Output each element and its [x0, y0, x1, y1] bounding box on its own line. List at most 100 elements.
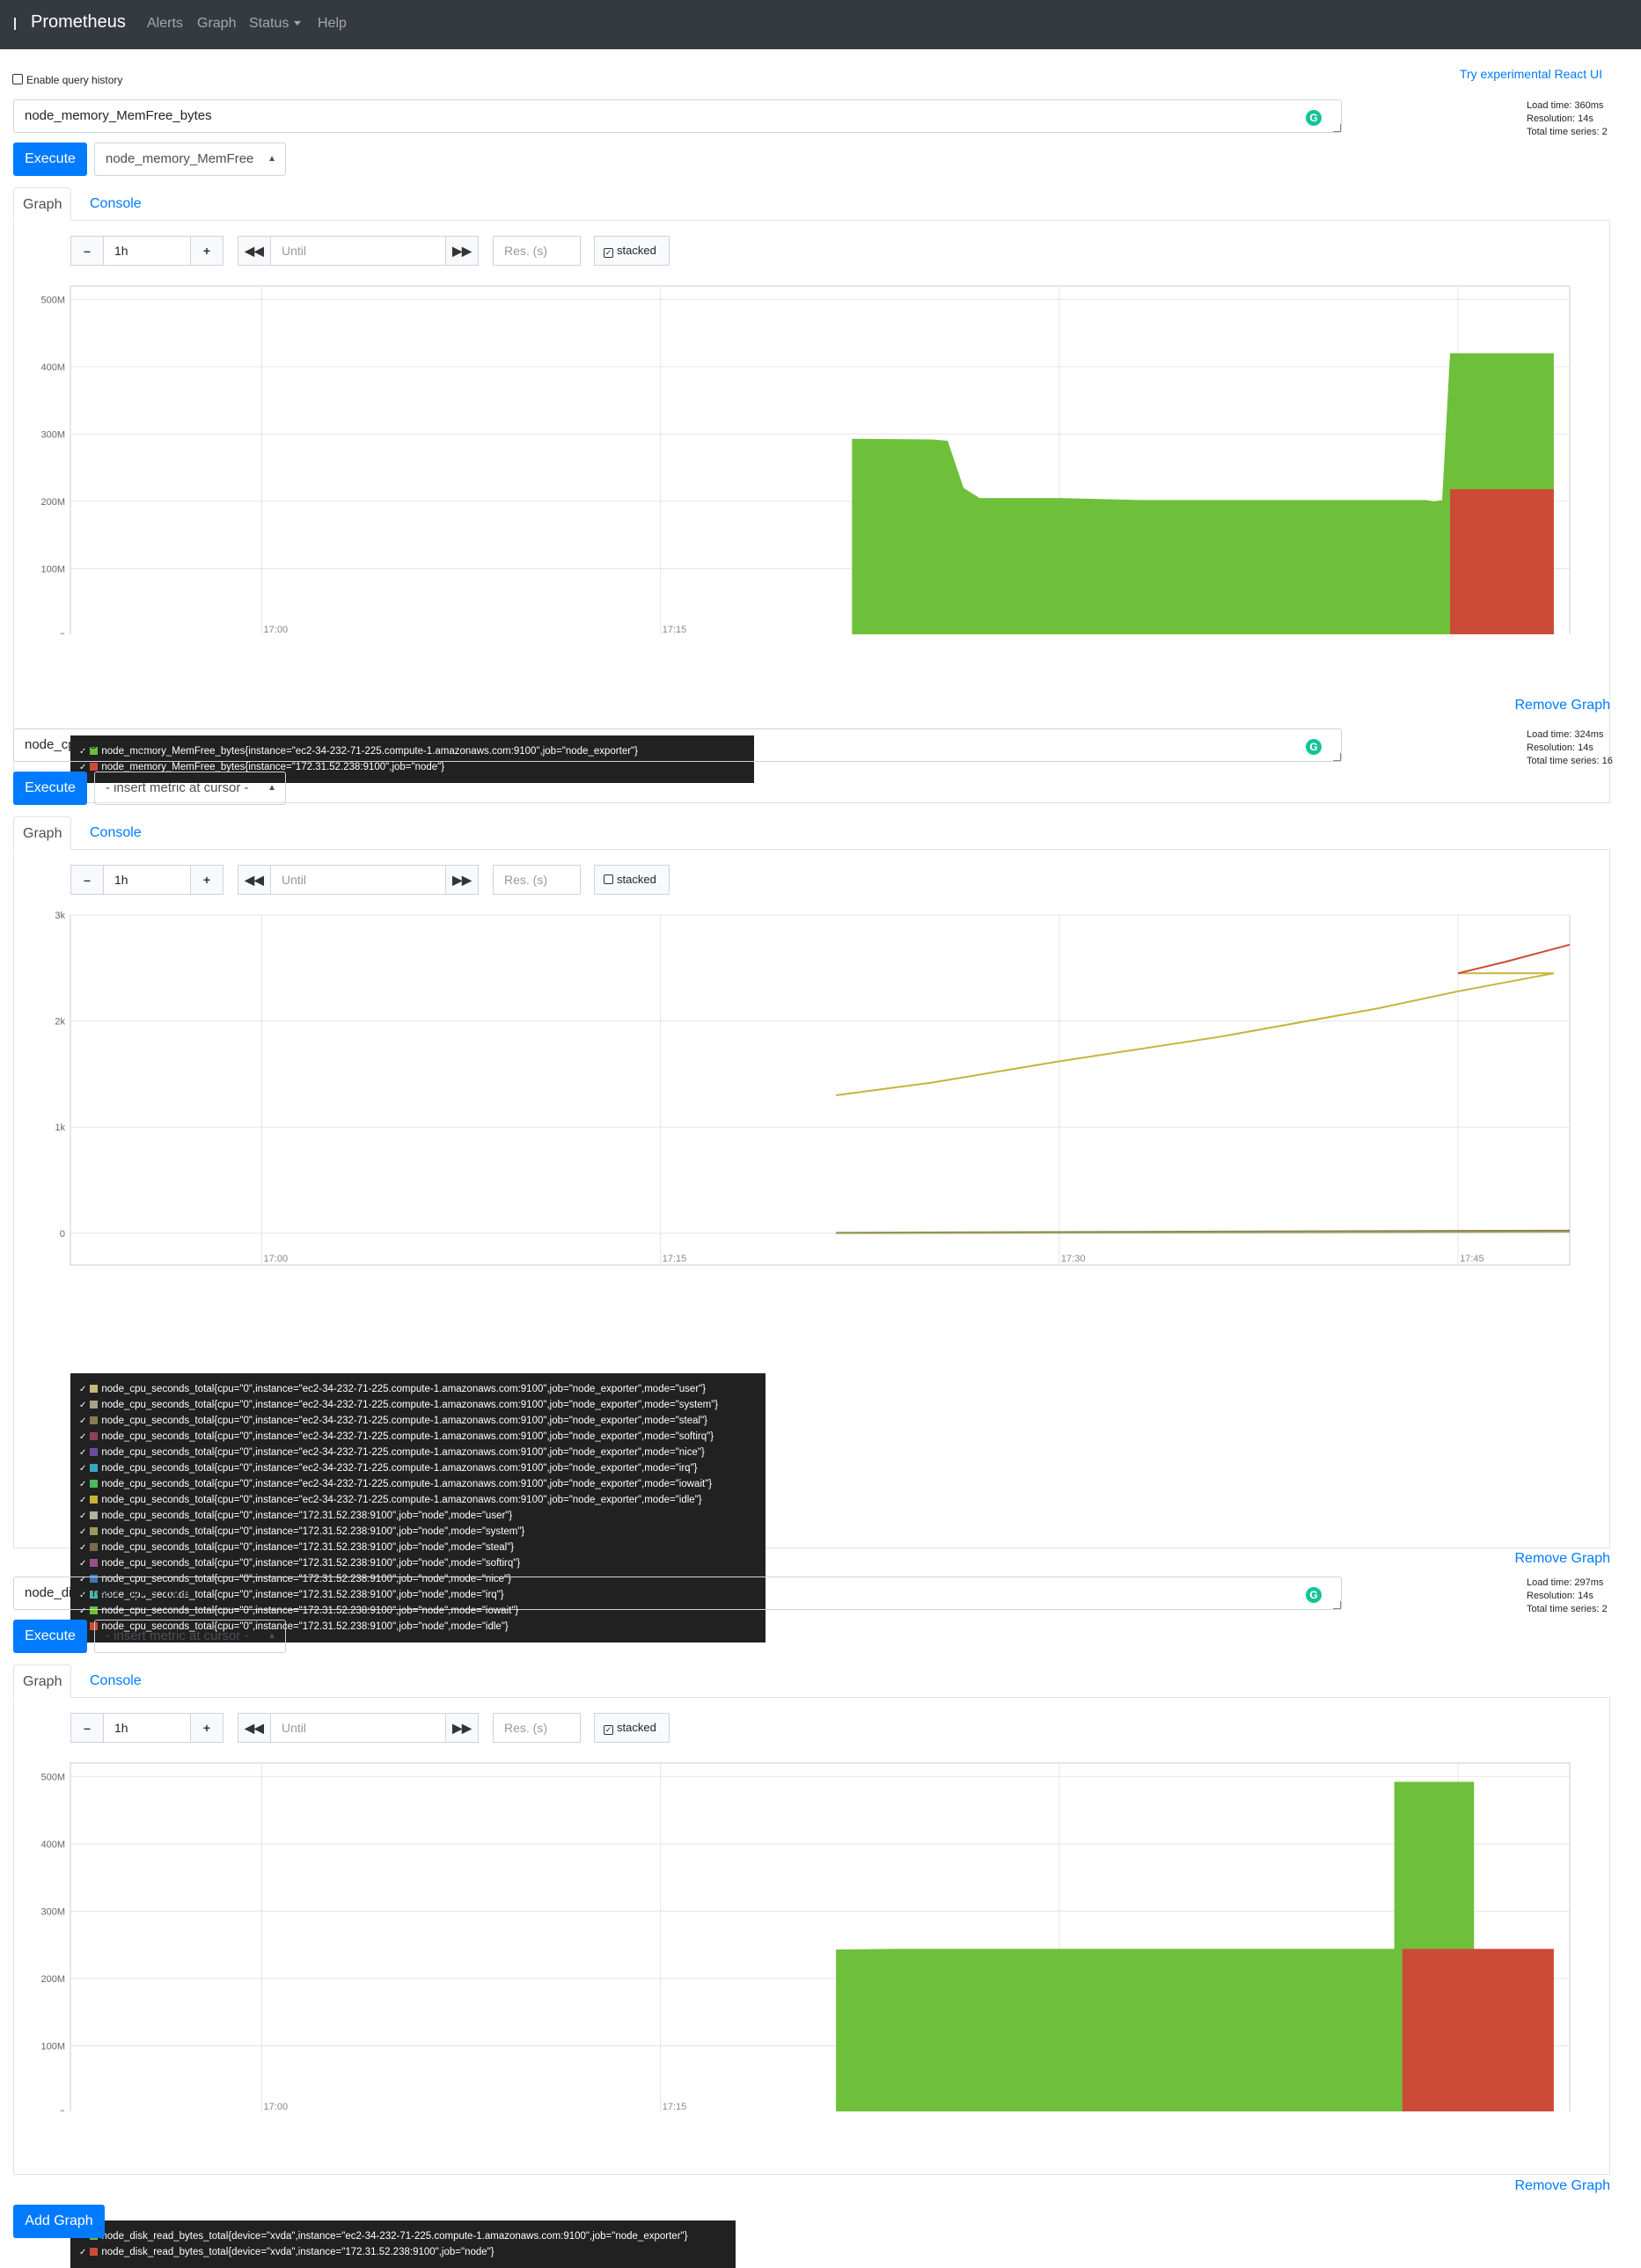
increase-range-button[interactable]: + — [190, 236, 223, 266]
decrease-range-button[interactable]: – — [70, 865, 104, 895]
legend-swatch — [90, 1606, 99, 1614]
series-line — [1457, 943, 1571, 975]
legend-item[interactable]: ✓ node_cpu_seconds_total{cpu="0",instance… — [79, 1603, 757, 1619]
resize-handle-icon[interactable] — [1333, 1601, 1341, 1609]
insert-metric-select[interactable]: node_memory_MemFree ▲ — [94, 143, 286, 176]
legend-item[interactable]: ✓ node_cpu_seconds_total{cpu="0",instance… — [79, 1587, 757, 1603]
x-tick-label: 17:00 — [264, 2102, 289, 2111]
react-ui-link[interactable]: Try experimental React UI — [1459, 67, 1602, 81]
legend-item[interactable]: ✓ node_cpu_seconds_total{cpu="0",instance… — [79, 1413, 757, 1429]
legend-item[interactable]: ✓node_disk_read_bytes_total{device="xvda… — [79, 2244, 727, 2260]
insert-metric-value: - insert metric at cursor - — [106, 1628, 249, 1643]
resolution-input[interactable]: Res. (s) — [493, 1713, 581, 1743]
legend-swatch — [90, 1527, 99, 1535]
rewind-icon[interactable]: ◀◀ — [238, 865, 271, 895]
tab-graph[interactable]: Graph — [13, 1664, 72, 1698]
legend-item[interactable]: ✓ node_memory_MemFree_bytes{instance="172… — [79, 759, 745, 775]
brand-link[interactable]: Prometheus — [31, 12, 126, 32]
add-graph-button[interactable]: Add Graph — [13, 2205, 105, 2238]
remove-graph-button[interactable]: Remove Graph — [1514, 698, 1611, 713]
range-input[interactable]: 1h — [103, 1713, 191, 1743]
legend-swatch — [90, 1496, 99, 1503]
legend-item[interactable]: ✓ node_memory_MemFree_bytes{instance="ec2… — [79, 743, 745, 759]
resolution-input[interactable]: Res. (s) — [493, 865, 581, 895]
decrease-range-button[interactable]: – — [70, 1713, 104, 1743]
nav-toggle-icon[interactable] — [14, 18, 16, 30]
remove-graph-button[interactable]: Remove Graph — [1514, 2178, 1611, 2193]
legend-item[interactable]: ✓node_disk_read_bytes_total{device="xvda… — [79, 2228, 727, 2244]
grammarly-icon[interactable]: G — [1306, 739, 1322, 755]
y-tick-label: 200M — [40, 497, 65, 508]
nav-graph[interactable]: Graph — [197, 16, 237, 31]
stacked-toggle[interactable]: stacked — [594, 865, 670, 895]
fast-forward-icon[interactable]: ▶▶ — [445, 1713, 479, 1743]
increase-range-button[interactable]: + — [190, 1713, 223, 1743]
legend-label: node_memory_MemFree_bytes{instance="ec2-… — [101, 746, 638, 757]
check-icon: ✓ — [79, 1527, 87, 1537]
legend-label: node_cpu_seconds_total{cpu="0",instance=… — [101, 1542, 515, 1553]
fast-forward-icon[interactable]: ▶▶ — [445, 236, 479, 266]
fast-forward-icon[interactable]: ▶▶ — [445, 865, 479, 895]
checkbox-icon[interactable] — [12, 74, 23, 84]
grammarly-icon[interactable]: G — [1306, 110, 1322, 126]
tab-console[interactable]: Console — [90, 196, 142, 211]
legend-item[interactable]: ✓ node_cpu_seconds_total{cpu="0",instance… — [79, 1540, 757, 1555]
legend-item[interactable]: ✓ node_cpu_seconds_total{cpu="0",instance… — [79, 1476, 757, 1492]
execute-button[interactable]: Execute — [13, 143, 87, 176]
query-history-toggle[interactable]: Enable query history — [12, 74, 122, 86]
range-input[interactable]: 1h — [103, 236, 191, 266]
tab-console[interactable]: Console — [90, 825, 142, 840]
legend-item[interactable]: ✓ node_cpu_seconds_total{cpu="0",instance… — [79, 1381, 757, 1397]
legend-item[interactable]: ✓ node_cpu_seconds_total{cpu="0",instance… — [79, 1445, 757, 1460]
insert-metric-select[interactable]: - insert metric at cursor - ▲ — [94, 772, 286, 805]
nav-help[interactable]: Help — [318, 16, 347, 31]
tab-graph[interactable]: Graph — [13, 187, 72, 221]
check-icon: ✓ — [79, 1496, 87, 1505]
expression-input[interactable]: node_disk_read_bytes_total — [13, 1577, 1342, 1610]
legend-item[interactable]: ✓ node_cpu_seconds_total{cpu="0",instance… — [79, 1429, 757, 1445]
remove-graph-button[interactable]: Remove Graph — [1514, 1551, 1611, 1566]
insert-metric-select[interactable]: - insert metric at cursor - ▲ — [94, 1620, 286, 1653]
query-stats: Load time: 324ms Resolution: 14s Total t… — [1527, 728, 1613, 768]
increase-range-button[interactable]: + — [190, 865, 223, 895]
x-tick-label: 17:15 — [663, 625, 687, 634]
grammarly-icon[interactable]: G — [1306, 1587, 1322, 1603]
tab-graph[interactable]: Graph — [13, 816, 72, 850]
legend-label: node_cpu_seconds_total{cpu="0",instance=… — [101, 1590, 504, 1600]
legend-item[interactable]: ✓ node_cpu_seconds_total{cpu="0",instance… — [79, 1397, 757, 1413]
legend-item[interactable]: ✓ node_cpu_seconds_total{cpu="0",instance… — [79, 1460, 757, 1476]
stacked-toggle[interactable]: ✓ stacked — [594, 1713, 670, 1743]
resize-handle-icon[interactable] — [1333, 753, 1341, 761]
until-input[interactable]: Until — [270, 236, 446, 266]
nav-status[interactable]: Status — [249, 16, 302, 32]
rewind-icon[interactable]: ◀◀ — [238, 236, 271, 266]
legend-item[interactable]: ✓ node_cpu_seconds_total{cpu="0",instance… — [79, 1524, 757, 1540]
check-icon: ✓ — [79, 1416, 87, 1426]
legend-item[interactable]: ✓ node_cpu_seconds_total{cpu="0",instance… — [79, 1492, 757, 1508]
navbar: Prometheus Alerts Graph Status Help — [0, 0, 1641, 49]
legend-swatch — [90, 747, 99, 755]
nav-alerts[interactable]: Alerts — [147, 16, 183, 31]
tab-console[interactable]: Console — [90, 1673, 142, 1688]
rewind-icon[interactable]: ◀◀ — [238, 1713, 271, 1743]
resolution-input[interactable]: Res. (s) — [493, 236, 581, 266]
range-input[interactable]: 1h — [103, 865, 191, 895]
legend-swatch — [90, 1401, 99, 1408]
x-tick-label: 17:30 — [1061, 1254, 1086, 1264]
expression-input[interactable]: node_memory_MemFree_bytes — [13, 99, 1342, 133]
y-tick-label: 500M — [40, 1772, 65, 1782]
legend-item[interactable]: ✓ node_cpu_seconds_total{cpu="0",instance… — [79, 1555, 757, 1571]
select-arrows-icon: ▲ — [267, 783, 276, 793]
stacked-toggle[interactable]: ✓ stacked — [594, 236, 670, 266]
execute-button[interactable]: Execute — [13, 772, 87, 805]
execute-button[interactable]: Execute — [13, 1620, 87, 1653]
legend-label: node_disk_read_bytes_total{device="xvda"… — [101, 2231, 688, 2242]
until-input[interactable]: Until — [270, 865, 446, 895]
decrease-range-button[interactable]: – — [70, 236, 104, 266]
expression-input[interactable]: node_cpu_seconds_total — [13, 728, 1342, 762]
graph-legend: ✓ node_memory_MemFree_bytes{instance="ec2… — [70, 735, 754, 783]
y-tick-label: 1k — [55, 1123, 65, 1133]
resize-handle-icon[interactable] — [1333, 124, 1341, 132]
legend-item[interactable]: ✓ node_cpu_seconds_total{cpu="0",instance… — [79, 1508, 757, 1524]
until-input[interactable]: Until — [270, 1713, 446, 1743]
